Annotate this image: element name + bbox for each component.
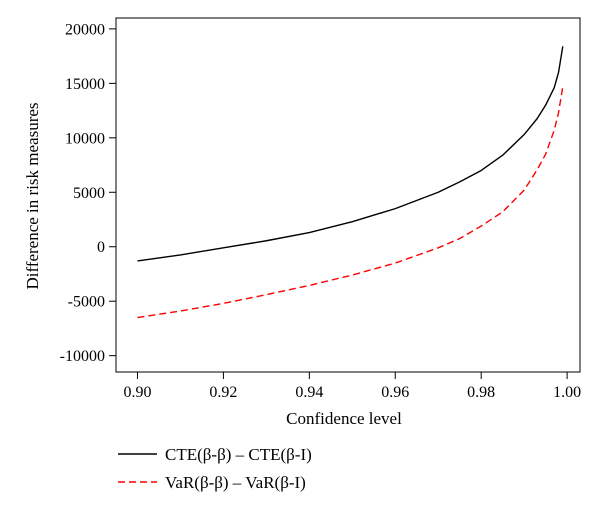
plot-frame xyxy=(115,17,581,373)
y-tick-label: 5000 xyxy=(73,185,105,202)
x-axis-title: Confidence level xyxy=(286,409,402,428)
series-line-var xyxy=(137,86,564,319)
x-tick-label: 0.92 xyxy=(209,384,237,401)
y-axis: -10000 -5000 0 5000 10000 15000 20000 xyxy=(60,21,116,365)
legend: CTE(β-β) – CTE(β-I) VaR(β-β) – VaR(β-I) xyxy=(118,445,312,492)
legend-label-var: VaR(β-β) – VaR(β-I) xyxy=(165,473,306,492)
y-axis-title: Difference in risk measures xyxy=(23,102,42,289)
x-tick-label: 0.94 xyxy=(295,384,323,401)
series-line-cte xyxy=(137,46,564,262)
x-tick-label: 0.96 xyxy=(381,384,409,401)
x-tick-label: 1.00 xyxy=(553,384,581,401)
y-tick-label: -5000 xyxy=(68,294,105,311)
y-tick-label: 0 xyxy=(97,239,105,256)
x-tick-label: 0.90 xyxy=(123,384,151,401)
y-tick-label: 10000 xyxy=(65,130,105,147)
y-tick-label: 20000 xyxy=(65,21,105,38)
y-tick-label: 15000 xyxy=(65,76,105,93)
x-tick-label: 0.98 xyxy=(467,384,495,401)
y-tick-label: -10000 xyxy=(60,348,105,365)
legend-label-cte: CTE(β-β) – CTE(β-I) xyxy=(165,445,312,464)
plot-lines xyxy=(137,46,564,319)
x-axis: 0.90 0.92 0.94 0.96 0.98 1.00 xyxy=(123,372,581,401)
